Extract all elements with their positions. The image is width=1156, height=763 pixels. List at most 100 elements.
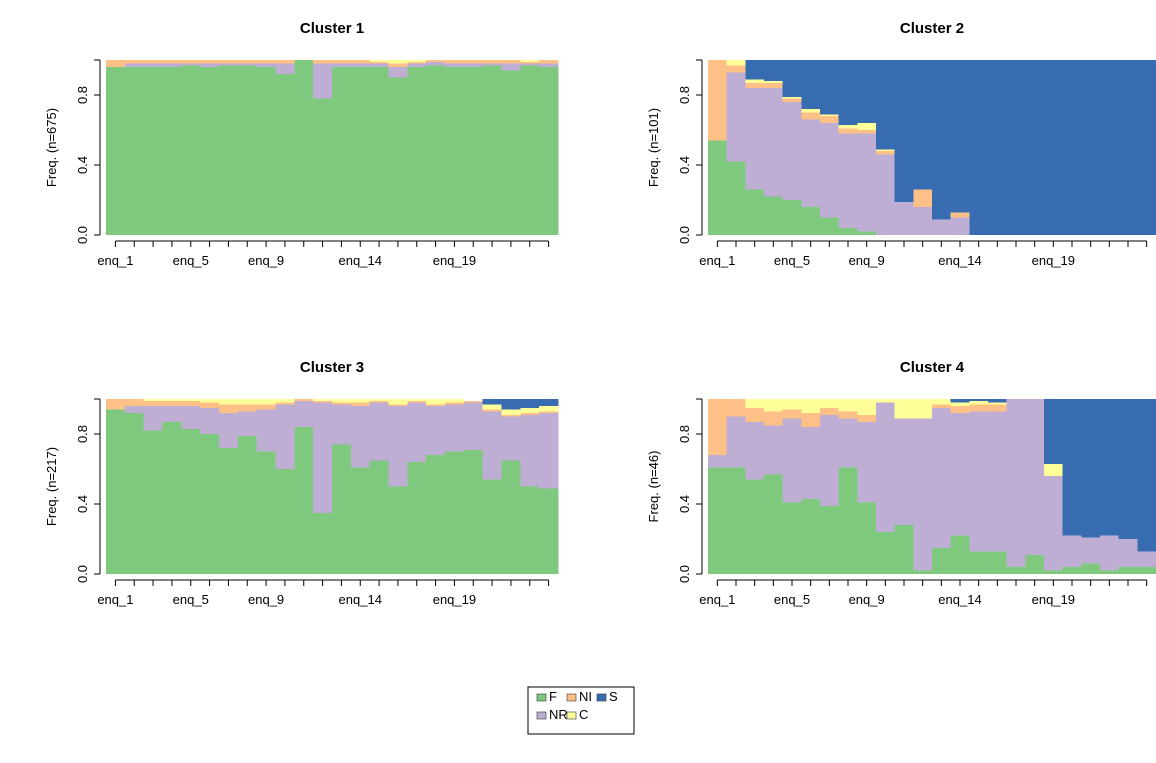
x-tick-label: enq_14 (938, 592, 981, 607)
bar-segment-nr (463, 402, 484, 450)
bar-segment-f (764, 196, 784, 235)
bar-segment-f (726, 161, 746, 235)
bar-segment-nr (857, 421, 877, 503)
bar-segment-c (350, 399, 371, 403)
bar-segment-f (463, 67, 484, 235)
bar-segment-ni (801, 413, 821, 427)
bar-segment-c (782, 399, 802, 410)
bar-segment-s (801, 60, 821, 109)
bar-segment-nr (256, 63, 276, 67)
y-tick-label: 0.4 (677, 156, 692, 174)
bar-segment-ni (950, 212, 970, 218)
bar-segment-c (838, 124, 858, 129)
bar-segment-ni (932, 404, 952, 408)
bar-segment-ni (181, 60, 201, 64)
bar-segment-c (482, 404, 502, 410)
bar-segment-s (857, 60, 877, 123)
bar-segment-nr (426, 406, 446, 455)
bar-segment-nr (124, 63, 145, 67)
bar-segment-nr (764, 425, 784, 475)
bar-segment-c (894, 399, 914, 419)
bar-segment-f (857, 502, 877, 574)
bar-segment-nr (313, 63, 333, 99)
bar-segment-ni (388, 63, 408, 67)
bar-segment-f (369, 67, 389, 235)
bar-segment-ni (782, 98, 802, 102)
bar-segment-nr (313, 402, 333, 513)
bar-segment-nr (913, 207, 933, 235)
bar-segment-f (426, 65, 446, 235)
bar-segment-ni (237, 60, 258, 64)
bar-segment-nr (913, 418, 933, 571)
legend-swatch-s (596, 693, 607, 702)
bar-segment-nr (1081, 537, 1101, 564)
bar-segment-nr (745, 88, 765, 190)
bar-segment-nr (708, 455, 728, 468)
bar-segment-c (857, 123, 877, 130)
bar-segment-c (313, 399, 333, 401)
bar-segment-c (913, 399, 933, 419)
bar-segment-f (143, 430, 163, 574)
bar-segment-ni (369, 61, 389, 64)
bar-segment-f (426, 455, 446, 574)
bar-segment-ni (162, 60, 182, 64)
bar-segment-ni (237, 404, 258, 412)
bar-segment-nr (275, 404, 295, 469)
bar-segment-f (1006, 567, 1026, 574)
bar-segment-nr (237, 411, 258, 436)
bar-segment-nr (426, 61, 446, 66)
bar-segment-c (801, 399, 821, 413)
bar-segment-ni (745, 82, 765, 88)
bar-segment-ni (782, 409, 802, 419)
x-tick-label: enq_5 (774, 253, 810, 268)
bar-segment-f (894, 525, 914, 574)
x-tick-label: enq_19 (433, 253, 476, 268)
x-tick-label: enq_19 (1032, 592, 1075, 607)
bar-segment-f (181, 428, 201, 574)
legend-label-ni: NI (579, 689, 592, 704)
y-tick-label: 0.4 (75, 156, 90, 174)
x-tick-label: enq_9 (248, 592, 284, 607)
bar-segment-f (445, 451, 465, 574)
bar-segment-ni (106, 60, 126, 67)
panel-title: Cluster 2 (900, 20, 964, 37)
bar-segment-c (950, 402, 970, 406)
bar-segment-c (820, 399, 840, 408)
bar-segment-nr (200, 63, 220, 67)
legend-swatch-c (566, 711, 577, 720)
bar-segment-f (708, 467, 728, 574)
legend-label-f: F (549, 689, 557, 704)
bar-segment-f (539, 67, 559, 235)
bar-segment-nr (1044, 476, 1064, 571)
bar-segment-c (426, 399, 446, 405)
y-tick-label: 0.8 (677, 425, 692, 443)
bar-segment-c (876, 399, 896, 403)
bar-segment-f (332, 67, 352, 235)
bar-segment-s (520, 399, 540, 408)
bar-segment-c (388, 399, 408, 405)
bar-segment-f (801, 498, 821, 574)
bar-segment-c (857, 399, 877, 415)
bar-segment-nr (1006, 399, 1026, 567)
bar-segment-s (482, 399, 502, 405)
bar-segment-f (913, 570, 933, 574)
legend-label-s: S (609, 689, 618, 704)
bar-segment-ni (708, 60, 728, 141)
y-tick-label: 0.0 (75, 226, 90, 244)
bar-segment-nr (332, 63, 352, 67)
bar-segment-nr (332, 404, 352, 445)
bar-segment-f (407, 462, 427, 574)
bar-segment-f (1100, 570, 1120, 574)
bar-segment-f (275, 469, 295, 574)
bar-segment-c (445, 399, 465, 403)
bar-segment-f (745, 189, 765, 235)
bar-segment-ni (482, 409, 502, 412)
bar-segment-s (1062, 60, 1082, 235)
bar-segment-ni (124, 60, 145, 64)
bar-segment-s (782, 60, 802, 97)
bar-segment-s (764, 60, 784, 81)
bar-segment-nr (143, 406, 163, 431)
bar-segment-nr (219, 63, 239, 66)
bar-segment-f (539, 488, 559, 574)
